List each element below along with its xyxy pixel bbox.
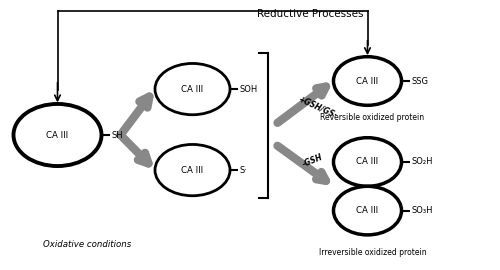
Ellipse shape [334, 138, 402, 186]
Text: CA III: CA III [182, 85, 204, 94]
Text: CA III: CA III [356, 157, 378, 167]
Text: Oxidative conditions: Oxidative conditions [44, 240, 132, 249]
Text: -GSH: -GSH [301, 153, 324, 169]
Text: SSG: SSG [411, 76, 428, 86]
Ellipse shape [155, 63, 230, 115]
Text: Reductive Processes: Reductive Processes [257, 9, 363, 19]
Text: +GSH/GS·: +GSH/GS· [296, 94, 339, 120]
Text: SO₃H: SO₃H [411, 206, 432, 215]
Text: Reversible oxidized protein: Reversible oxidized protein [320, 113, 424, 122]
Ellipse shape [334, 186, 402, 235]
Text: CA III: CA III [356, 206, 378, 215]
Text: SH: SH [111, 130, 122, 140]
Text: CA III: CA III [356, 76, 378, 86]
Ellipse shape [14, 104, 102, 166]
Text: SOH: SOH [240, 85, 258, 94]
Text: SO₂H: SO₂H [411, 157, 432, 167]
Ellipse shape [155, 144, 230, 196]
Text: S·: S· [240, 166, 248, 175]
Text: Irreversible oxidized protein: Irreversible oxidized protein [318, 248, 426, 257]
Ellipse shape [334, 57, 402, 105]
Text: CA III: CA III [46, 130, 68, 140]
Text: CA III: CA III [182, 166, 204, 175]
